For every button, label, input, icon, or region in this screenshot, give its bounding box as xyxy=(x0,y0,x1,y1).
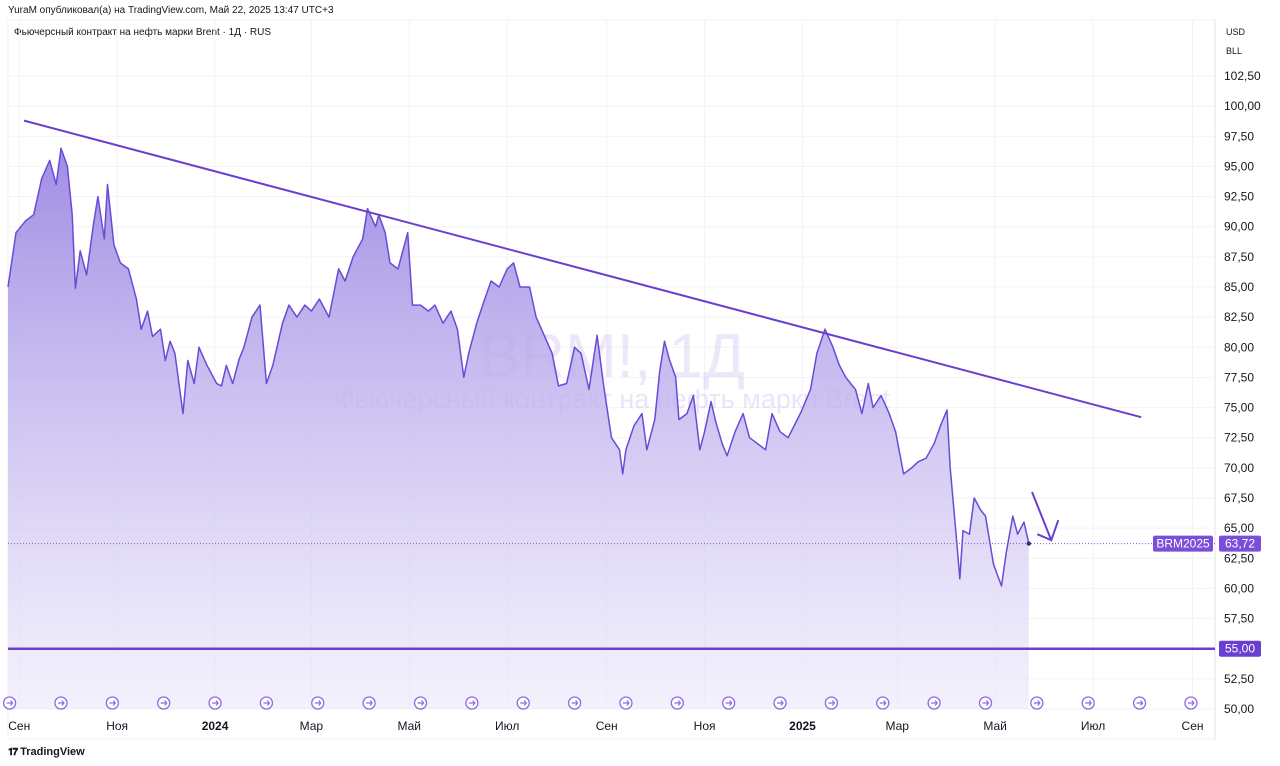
price-tick-label: 77,50 xyxy=(1224,370,1254,384)
symbol-legend[interactable]: Фьючерсный контракт на нефть марки Brent… xyxy=(14,27,272,38)
event-marker-icon[interactable] xyxy=(876,696,890,710)
support-level-label: 55,00 xyxy=(1225,642,1255,656)
event-marker-icon[interactable] xyxy=(516,696,530,710)
watermark-symbol: BRM!, 1Д xyxy=(479,322,745,391)
event-marker-icon[interactable] xyxy=(619,696,633,710)
price-tick-label: 60,00 xyxy=(1224,581,1254,595)
price-tick-label: 87,50 xyxy=(1224,250,1254,264)
price-tick-label: 62,50 xyxy=(1224,551,1254,565)
event-marker-icon[interactable] xyxy=(1184,696,1198,710)
price-tick-label: 102,50 xyxy=(1224,69,1261,83)
last-price-label: 63,72 xyxy=(1225,537,1255,551)
price-tick-label: 72,50 xyxy=(1224,431,1254,445)
last-price-badge xyxy=(1219,535,1261,552)
event-marker-icon[interactable] xyxy=(978,696,993,710)
publication-info: YuraM опубликовал(а) на TradingView.com,… xyxy=(8,5,334,16)
time-tick-label: 2025 xyxy=(789,719,816,733)
brand-label: TradingView xyxy=(20,746,85,758)
price-tick-label: 75,00 xyxy=(1224,401,1254,415)
price-tick-label: 85,00 xyxy=(1224,280,1254,294)
support-level-badge xyxy=(1219,640,1261,657)
arrow-annotation-shaft[interactable] xyxy=(1031,491,1053,541)
event-marker-icon[interactable] xyxy=(927,696,941,710)
time-tick-label: Сен xyxy=(8,719,30,733)
time-tick-label: Ноя xyxy=(106,719,128,733)
event-marker-icon[interactable] xyxy=(413,696,428,710)
time-tick-label: Июл xyxy=(1081,719,1105,733)
event-marker-icon[interactable] xyxy=(773,696,787,710)
price-tick-label: 65,00 xyxy=(1224,521,1254,535)
event-marker-icon[interactable] xyxy=(105,696,119,710)
event-marker-icon[interactable] xyxy=(157,696,171,710)
price-tick-label: 95,00 xyxy=(1224,159,1254,173)
price-tick-label: 82,50 xyxy=(1224,310,1254,324)
price-tick-label: 67,50 xyxy=(1224,491,1254,505)
symbol-name-badge xyxy=(1153,535,1213,552)
price-line[interactable] xyxy=(7,147,1030,587)
price-tick-label: 52,50 xyxy=(1224,672,1254,686)
price-tick-label: 100,00 xyxy=(1224,99,1261,113)
event-marker-icon[interactable] xyxy=(824,696,839,710)
arrow-annotation-head[interactable] xyxy=(1036,519,1060,542)
event-marker-icon[interactable] xyxy=(1081,696,1095,710)
price-axis[interactable]: 102,50 100,00 97,50 95,00 92,50 90,00 87,50 85,… xyxy=(1153,69,1261,716)
event-marker-icon[interactable] xyxy=(54,696,68,710)
price-tick-label: 57,50 xyxy=(1224,612,1254,626)
event-marker-icon[interactable] xyxy=(259,696,274,710)
event-marker-icon[interactable] xyxy=(2,696,17,710)
currency-label[interactable]: USD xyxy=(1226,27,1246,37)
time-tick-label: Мар xyxy=(885,719,909,733)
time-axis[interactable]: Сен Ноя 2024 Мар Май Июл Сен Ноя 2025 Мар Май Июл Се… xyxy=(2,696,1204,733)
time-tick-label: Сен xyxy=(1182,719,1204,733)
event-marker-icon[interactable] xyxy=(567,696,582,710)
price-tick-label: 90,00 xyxy=(1224,220,1254,234)
time-tick-label: Мар xyxy=(300,719,324,733)
time-tick-label: Май xyxy=(983,719,1007,733)
time-tick-label: Май xyxy=(398,719,422,733)
symbol-name-label: BRM2025 xyxy=(1156,537,1210,551)
event-marker-icon[interactable] xyxy=(311,696,325,710)
last-price-dot xyxy=(1026,541,1032,546)
downtrend-line[interactable] xyxy=(23,119,1142,419)
price-tick-label: 70,00 xyxy=(1224,461,1254,475)
time-tick-label: Сен xyxy=(596,719,618,733)
event-marker-icon[interactable] xyxy=(1132,696,1147,710)
event-marker-icon[interactable] xyxy=(465,696,479,710)
time-tick-label: Ноя xyxy=(694,719,716,733)
event-marker-icon[interactable] xyxy=(670,696,684,710)
price-tick-label: 92,50 xyxy=(1224,190,1254,204)
price-area-fill xyxy=(8,148,1029,710)
price-tick-label: 80,00 xyxy=(1224,340,1254,354)
event-marker-icon[interactable] xyxy=(1030,696,1044,710)
price-tick-label: 97,50 xyxy=(1224,129,1254,143)
event-marker-icon[interactable] xyxy=(722,696,736,710)
unit-label[interactable]: BLL xyxy=(1226,46,1243,56)
grid-lines xyxy=(7,19,1216,740)
time-tick-label: 2024 xyxy=(202,719,229,733)
event-marker-icon[interactable] xyxy=(208,696,222,710)
tradingview-logo-icon: 𝟏𝟕 xyxy=(8,746,18,758)
tradingview-brand[interactable]: 𝟏𝟕 TradingView xyxy=(8,746,85,758)
watermark-name: Фьючерсный контракт на нефть марки Brent xyxy=(334,384,890,414)
event-marker-icon[interactable] xyxy=(362,696,376,710)
price-tick-label: 50,00 xyxy=(1224,702,1254,716)
plot-frame xyxy=(7,19,1216,740)
time-tick-label: Июл xyxy=(495,719,519,733)
